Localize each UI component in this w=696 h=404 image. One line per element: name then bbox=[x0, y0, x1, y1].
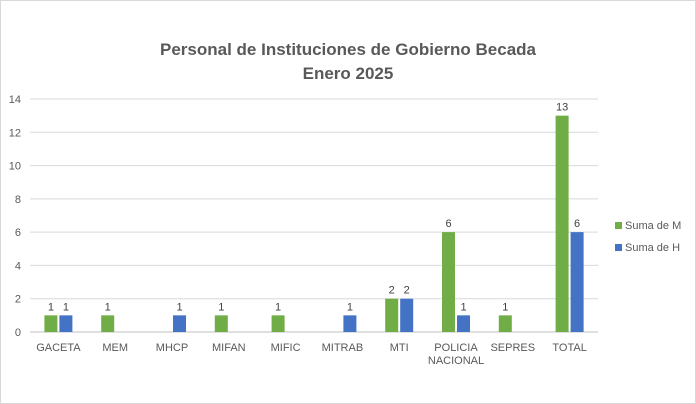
y-tick-label: 2 bbox=[15, 294, 21, 306]
legend-swatch bbox=[615, 222, 622, 229]
y-axis: 0 2 4 6 8 10 12 14 bbox=[9, 94, 21, 339]
y-tick-label: 12 bbox=[9, 127, 21, 139]
x-tick-label: TOTAL bbox=[552, 342, 586, 354]
gridlines bbox=[30, 98, 598, 333]
bar-h bbox=[400, 298, 414, 332]
bar-m bbox=[385, 298, 399, 332]
bar-h bbox=[343, 315, 357, 332]
data-label: 2 bbox=[389, 285, 395, 297]
y-tick-label: 10 bbox=[9, 161, 21, 173]
y-tick-label: 14 bbox=[9, 94, 21, 106]
bar-h bbox=[59, 315, 73, 332]
legend: Suma de M Suma de H bbox=[615, 220, 681, 254]
y-tick-label: 6 bbox=[15, 227, 21, 239]
bar-m bbox=[44, 315, 58, 332]
data-label: 1 bbox=[275, 301, 281, 313]
legend-swatch bbox=[615, 244, 622, 251]
x-tick-label: MHCP bbox=[156, 342, 188, 354]
legend-label: Suma de M bbox=[625, 220, 681, 232]
bar-m bbox=[555, 115, 569, 333]
chart-subtitle: Enero 2025 bbox=[303, 64, 394, 83]
x-tick-label: SEPRES bbox=[490, 342, 535, 354]
data-label: 1 bbox=[502, 301, 508, 313]
y-tick-label: 8 bbox=[15, 194, 21, 206]
bar-m bbox=[498, 315, 512, 332]
chart-title: Personal de Instituciones de Gobierno Be… bbox=[160, 40, 537, 59]
data-label: 1 bbox=[48, 301, 54, 313]
bar-h bbox=[457, 315, 470, 332]
bar-m bbox=[271, 315, 285, 332]
data-label: 6 bbox=[445, 218, 451, 230]
x-tick-label: GACETA bbox=[36, 342, 81, 354]
legend-label: Suma de H bbox=[625, 242, 680, 254]
data-label: 1 bbox=[176, 301, 182, 313]
data-label: 1 bbox=[63, 301, 69, 313]
y-tick-label: 0 bbox=[15, 327, 21, 339]
bar-m bbox=[101, 315, 115, 332]
x-tick-label: MIFIC bbox=[271, 342, 301, 354]
data-label: 1 bbox=[105, 301, 111, 313]
data-label: 13 bbox=[556, 102, 568, 114]
data-label: 1 bbox=[347, 301, 353, 313]
data-label: 1 bbox=[460, 301, 466, 313]
bar-h bbox=[570, 232, 584, 332]
data-label: 2 bbox=[404, 285, 410, 297]
data-label: 1 bbox=[218, 301, 224, 313]
x-axis: GACETA MEM MHCP MIFAN MIFIC MITRAB MTI POLICIAN… bbox=[36, 342, 587, 367]
x-tick-label: MIFAN bbox=[212, 342, 246, 354]
bar-m bbox=[214, 315, 228, 332]
x-tick-label: MEM bbox=[102, 342, 128, 354]
bar-m bbox=[442, 232, 455, 332]
y-tick-label: 4 bbox=[15, 260, 21, 272]
x-tick-label: MITRAB bbox=[322, 342, 364, 354]
x-tick-label: MTI bbox=[390, 342, 409, 354]
x-tick-label: NACIONAL bbox=[428, 355, 484, 367]
data-label: 6 bbox=[574, 218, 580, 230]
bar-h bbox=[173, 315, 186, 332]
x-tick-label: POLICIA bbox=[434, 342, 478, 354]
